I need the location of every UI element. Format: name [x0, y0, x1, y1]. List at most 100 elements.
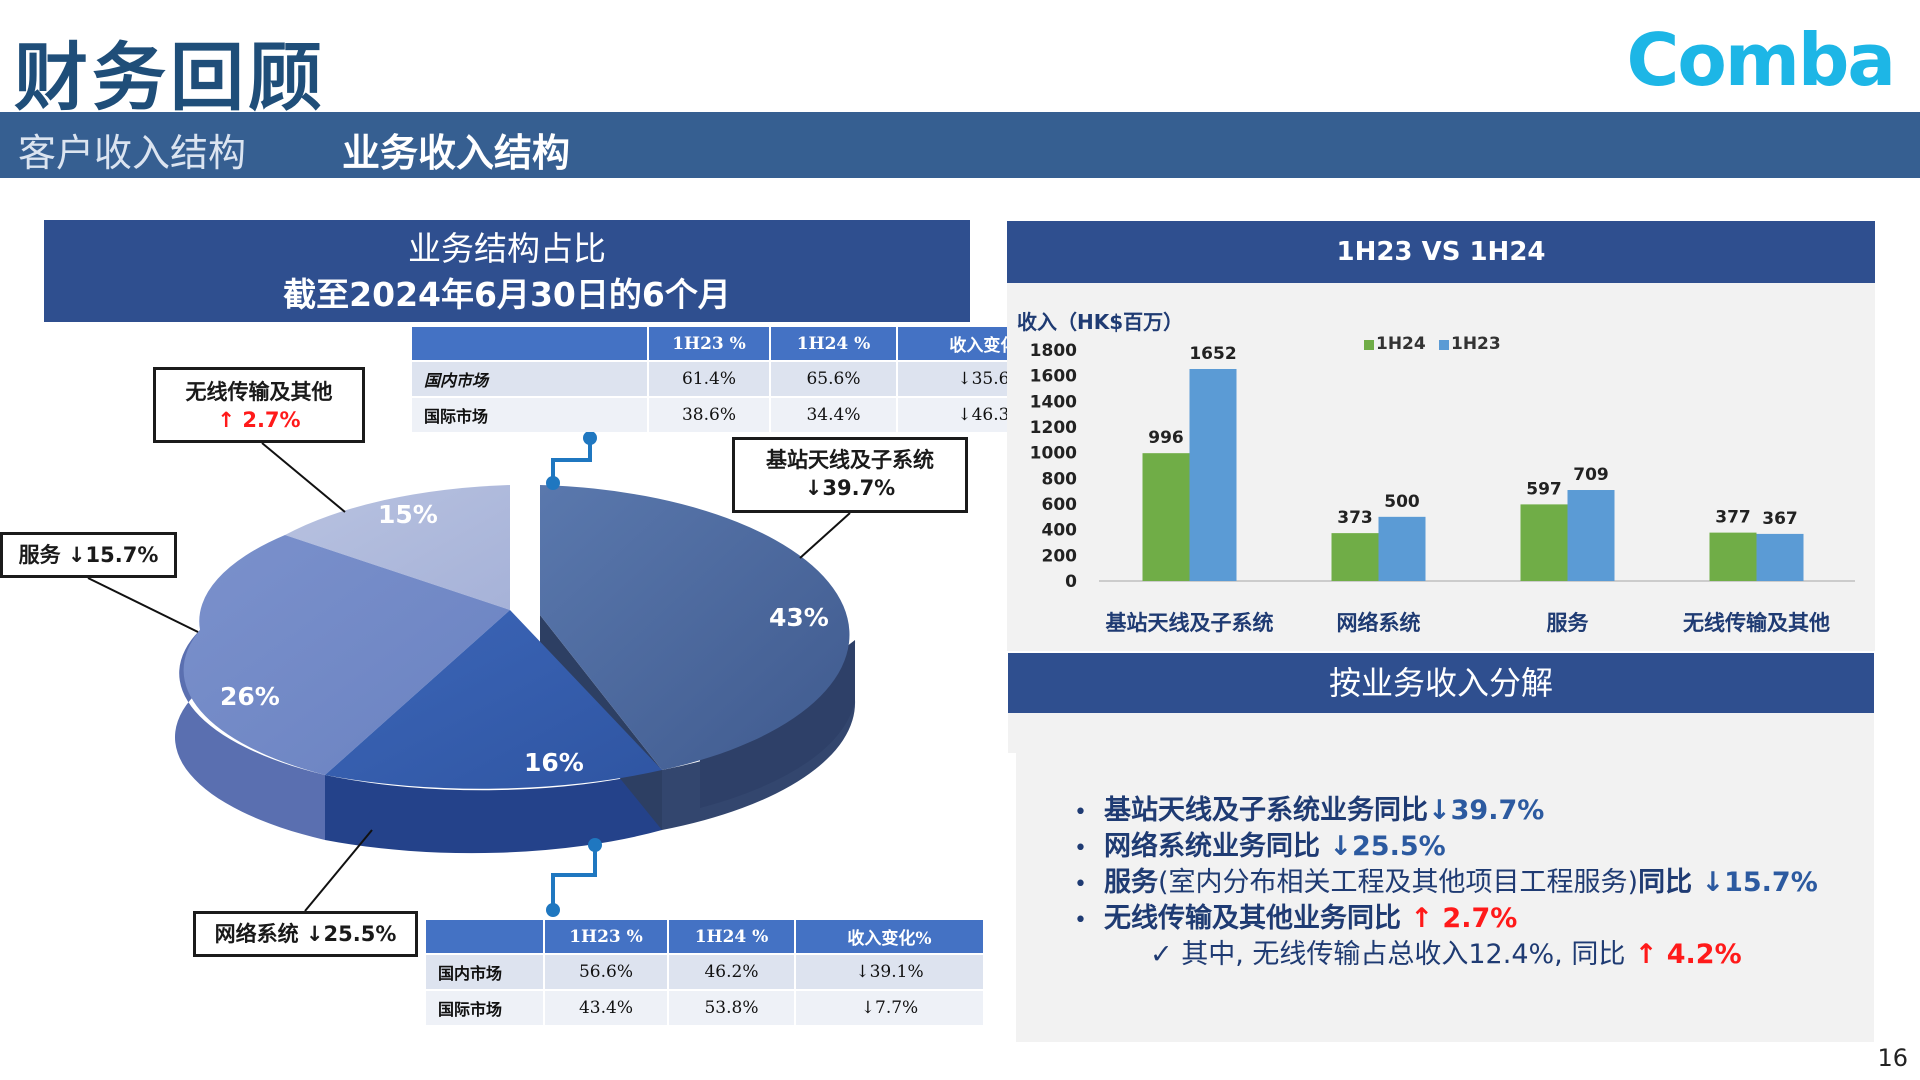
- bar: [1567, 490, 1615, 581]
- y-axis-label: 收入（HK$百万）: [1017, 310, 1183, 334]
- bar: [1520, 504, 1568, 581]
- callout-service: 服务 ↓15.7%: [0, 532, 177, 578]
- page-title: 财务回顾: [14, 35, 326, 121]
- breakdown-item-base: • 基站天线及子系统业务同比↓39.7%: [1074, 795, 1545, 826]
- tab-customer-revenue[interactable]: 客户收入结构: [18, 131, 247, 175]
- table-cell: 国内市场: [426, 955, 543, 989]
- table-row: 国内市场 61.4% 65.6% ↓35.6%: [412, 362, 1085, 396]
- breakdown-item-network: • 网络系统业务同比 ↓25.5%: [1074, 831, 1446, 862]
- leader-service: [87, 577, 199, 633]
- table-cell: 国际市场: [426, 991, 543, 1025]
- comba-logo: Comba: [1626, 18, 1896, 102]
- table-header-cell: 1H23 %: [649, 327, 769, 360]
- bullet-icon: •: [1074, 908, 1087, 933]
- checkmark-icon: ✓: [1150, 939, 1173, 970]
- table-cell: 43.4%: [545, 991, 667, 1025]
- pie-slice-service: [183, 535, 510, 775]
- table-cell: 38.6%: [649, 398, 769, 432]
- y-tick-label: 1400: [1030, 392, 1077, 412]
- table-cell: 34.4%: [771, 398, 896, 432]
- bar-chart-header: 1H23 VS 1H24: [1007, 221, 1875, 283]
- y-tick-label: 400: [1042, 521, 1078, 541]
- pie-label-network: 16%: [524, 748, 584, 777]
- legend-swatch: [1439, 340, 1449, 350]
- bar-value-label: 373: [1337, 508, 1373, 528]
- bar: [1709, 532, 1757, 581]
- leader-wireless: [261, 442, 346, 513]
- table-cell: 56.6%: [545, 955, 667, 989]
- table-cell: 46.2%: [669, 955, 794, 989]
- y-tick-label: 200: [1042, 546, 1078, 566]
- legend-label: 1H23: [1451, 334, 1501, 354]
- pie-panel-subtitle: 截至2024年6月30日的6个月: [283, 275, 731, 314]
- y-tick-label: 1000: [1030, 444, 1077, 464]
- connector-bottom: [551, 845, 597, 910]
- bar: [1756, 533, 1804, 581]
- bullet-icon: •: [1074, 800, 1087, 825]
- x-tick-label: 基站天线及子系统: [1106, 611, 1274, 635]
- pie-label-base: 43%: [769, 603, 829, 632]
- bar-value-label: 367: [1762, 509, 1798, 529]
- pie-wall-service: [174, 630, 325, 840]
- pie-slice-wireless: [285, 485, 510, 610]
- bar: [1189, 368, 1237, 581]
- y-tick-label: 1800: [1030, 341, 1077, 361]
- table-cell: 53.8%: [669, 991, 794, 1025]
- pie-wall-network: [325, 770, 662, 854]
- y-tick-label: 1200: [1030, 418, 1077, 438]
- callout-base-name: 基站天线及子系统: [766, 448, 934, 472]
- pie-panel-title: 业务结构占比: [408, 229, 606, 268]
- table-row: 国际市场 43.4% 53.8% ↓7.7%: [426, 991, 983, 1025]
- breakdown-item-wireless: • 无线传输及其他业务同比 ↑ 2.7%: [1074, 903, 1518, 934]
- table-header-cell: 1H23 %: [545, 920, 667, 953]
- bar: [1378, 516, 1426, 581]
- breakdown-item-service: • 服务(室内分布相关工程及其他项目工程服务)同比 ↓15.7%: [1074, 867, 1818, 898]
- callout-wireless-change: ↑ 2.7%: [217, 408, 301, 432]
- table-cell: 国内市场: [412, 362, 647, 396]
- pie-panel-header: 业务结构占比 截至2024年6月30日的6个月: [44, 220, 970, 322]
- table-header-cell: [426, 920, 543, 953]
- y-tick-label: 0: [1065, 572, 1077, 592]
- pie-slice-network: [325, 610, 662, 789]
- table-cell: 65.6%: [771, 362, 896, 396]
- bar: [1142, 453, 1190, 581]
- leader-network: [304, 829, 373, 912]
- bar-value-label: 500: [1384, 492, 1420, 512]
- callout-wireless: 无线传输及其他 ↑ 2.7%: [153, 367, 365, 443]
- bullet-icon: •: [1074, 836, 1087, 861]
- table-cell: ↓7.7%: [796, 991, 983, 1025]
- table-base-station-market: 1H23 % 1H24 % 收入变化% 国内市场 61.4% 65.6% ↓35…: [410, 325, 1087, 434]
- bullet-icon: •: [1074, 872, 1087, 897]
- bar-value-label: 1652: [1189, 344, 1236, 364]
- bar: [1331, 533, 1379, 581]
- table-header-cell: [412, 327, 647, 360]
- table-cell: 国际市场: [412, 398, 647, 432]
- breakdown-panel: [1016, 752, 1874, 1042]
- table-cell: 61.4%: [649, 362, 769, 396]
- pie-label-service: 26%: [220, 682, 280, 711]
- breakdown-subitem-wireless: ✓ 其中, 无线传输占总收入12.4%, 同比 ↑ 4.2%: [1150, 939, 1742, 970]
- bar-value-label: 996: [1148, 428, 1184, 448]
- table-header-cell: 收入变化%: [796, 920, 983, 953]
- table-header-cell: 1H24 %: [669, 920, 794, 953]
- bar-value-label: 709: [1573, 465, 1609, 485]
- page-number: 16: [1877, 1044, 1908, 1072]
- x-tick-label: 网络系统: [1337, 611, 1421, 635]
- y-tick-label: 600: [1042, 495, 1078, 515]
- pie-label-wireless: 15%: [378, 500, 438, 529]
- y-tick-label: 1600: [1030, 367, 1077, 387]
- legend-label: 1H24: [1376, 334, 1426, 354]
- legend-swatch: [1364, 340, 1374, 350]
- x-tick-label: 服务: [1547, 611, 1590, 635]
- table-network-market: 1H23 % 1H24 % 收入变化% 国内市场 56.6% 46.2% ↓39…: [424, 918, 985, 1027]
- x-tick-label: 无线传输及其他: [1683, 611, 1830, 635]
- tab-business-revenue[interactable]: 业务收入结构: [342, 131, 571, 175]
- connector-top: [551, 438, 592, 483]
- callout-network: 网络系统 ↓25.5%: [193, 911, 418, 957]
- table-header-cell: 1H24 %: [771, 327, 896, 360]
- y-tick-label: 800: [1042, 469, 1078, 489]
- breakdown-header: 按业务收入分解: [1008, 653, 1874, 713]
- bar-value-label: 377: [1715, 508, 1751, 528]
- table-row: 国内市场 56.6% 46.2% ↓39.1%: [426, 955, 983, 989]
- bar-value-label: 597: [1526, 479, 1562, 499]
